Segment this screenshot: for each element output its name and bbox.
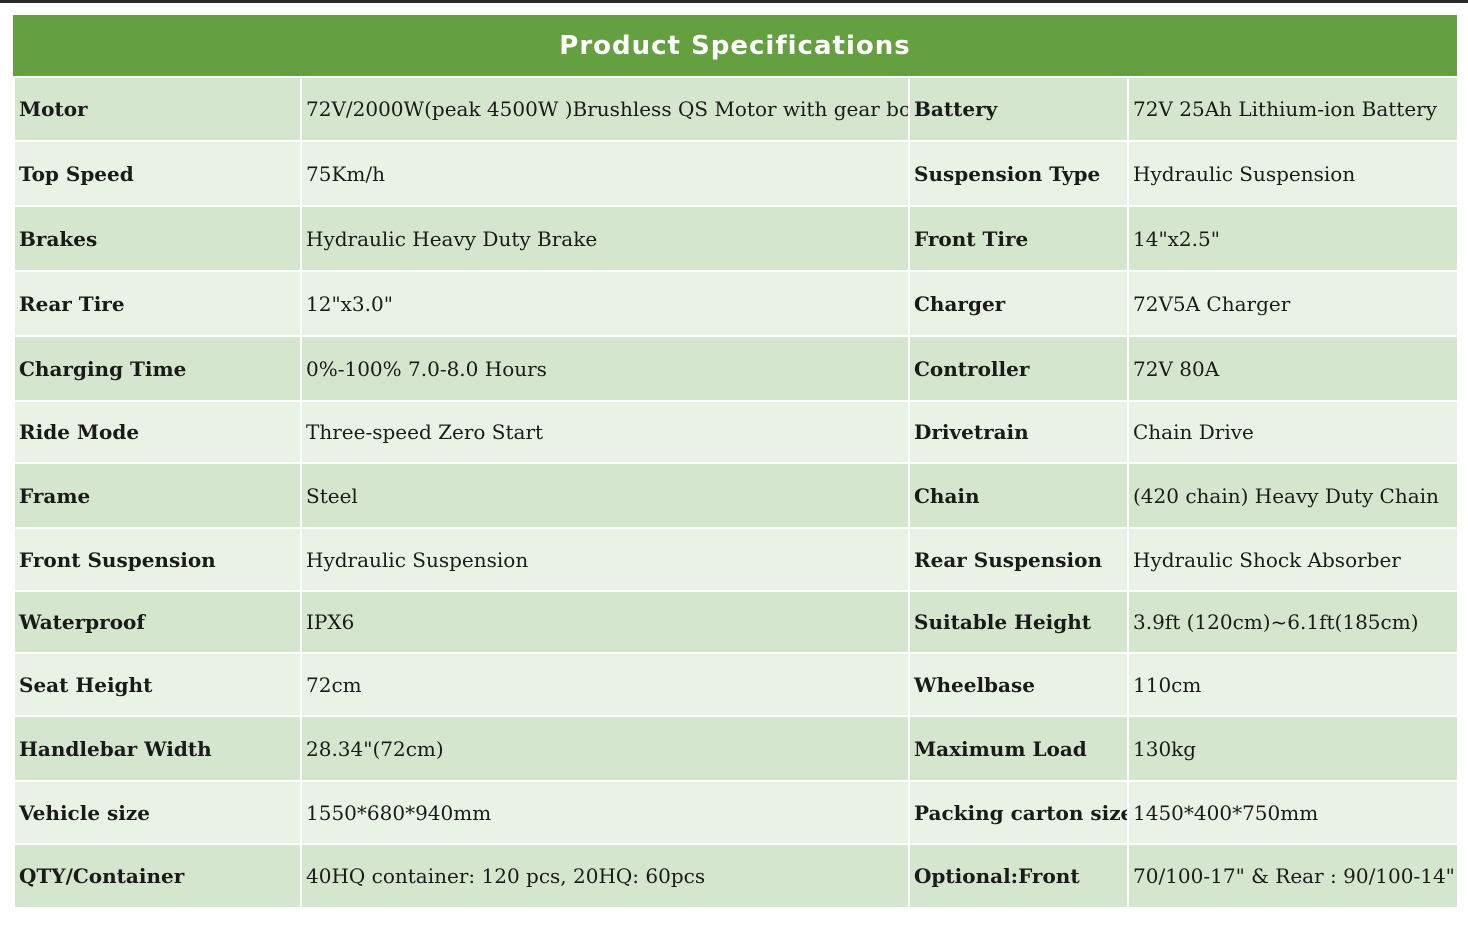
spec-table: Motor 72V/2000W(peak 4500W )Brushless QS… <box>13 76 1459 909</box>
spec-value: 40HQ container: 120 pcs, 20HQ: 60pcs <box>300 843 910 909</box>
table-row: Frame Steel Chain (420 chain) Heavy Duty… <box>13 462 1459 529</box>
table-row: Handlebar Width 28.34"(72cm) Maximum Loa… <box>13 715 1459 782</box>
spec-value: 72V 80A <box>1127 335 1459 402</box>
spec-value: 72V/2000W(peak 4500W )Brushless QS Motor… <box>300 76 910 142</box>
spec-value: 1550*680*940mm <box>300 780 910 845</box>
spec-value: 70/100-17" & Rear : 90/100-14" <box>1127 843 1459 909</box>
spec-label: Ride Mode <box>13 400 302 464</box>
spec-value: 28.34"(72cm) <box>300 715 910 782</box>
table-row: Waterproof IPX6 Suitable Height 3.9ft (1… <box>13 590 1459 654</box>
spec-sheet: Product Specifications Motor 72V/2000W(p… <box>13 15 1459 909</box>
spec-label: Optional:Front <box>908 843 1129 909</box>
spec-label: Front Tire <box>908 205 1129 272</box>
table-row: Vehicle size 1550*680*940mm Packing cart… <box>13 780 1459 845</box>
spec-value: Hydraulic Suspension <box>300 527 910 592</box>
spec-label: Wheelbase <box>908 652 1129 717</box>
spec-label: Suitable Height <box>908 590 1129 654</box>
spec-label: Vehicle size <box>13 780 302 845</box>
spec-value: Hydraulic Suspension <box>1127 140 1459 207</box>
spec-label: Drivetrain <box>908 400 1129 464</box>
table-row: Charging Time 0%-100% 7.0-8.0 Hours Cont… <box>13 335 1459 402</box>
spec-value: 1450*400*750mm <box>1127 780 1459 845</box>
spec-label: Motor <box>13 76 302 142</box>
table-row: Front Suspension Hydraulic Suspension Re… <box>13 527 1459 592</box>
spec-value: (420 chain) Heavy Duty Chain <box>1127 462 1459 529</box>
spec-value: 3.9ft (120cm)~6.1ft(185cm) <box>1127 590 1459 654</box>
spec-label: Battery <box>908 76 1129 142</box>
spec-value: 0%-100% 7.0-8.0 Hours <box>300 335 910 402</box>
spec-value: 72cm <box>300 652 910 717</box>
spec-value: 14"x2.5" <box>1127 205 1459 272</box>
spec-label: Rear Suspension <box>908 527 1129 592</box>
spec-label: Brakes <box>13 205 302 272</box>
spec-label: Waterproof <box>13 590 302 654</box>
spec-label: Chain <box>908 462 1129 529</box>
spec-label: Frame <box>13 462 302 529</box>
spec-label: Maximum Load <box>908 715 1129 782</box>
table-row: QTY/Container 40HQ container: 120 pcs, 2… <box>13 843 1459 909</box>
table-row: Top Speed 75Km/h Suspension Type Hydraul… <box>13 140 1459 207</box>
spec-label: QTY/Container <box>13 843 302 909</box>
spec-value: 12"x3.0" <box>300 270 910 337</box>
spec-label: Handlebar Width <box>13 715 302 782</box>
spec-value: IPX6 <box>300 590 910 654</box>
spec-label: Packing carton size <box>908 780 1129 845</box>
spec-label: Charger <box>908 270 1129 337</box>
table-row: Motor 72V/2000W(peak 4500W )Brushless QS… <box>13 76 1459 142</box>
spec-value: 72V 25Ah Lithium-ion Battery <box>1127 76 1459 142</box>
spec-value: 75Km/h <box>300 140 910 207</box>
spec-label: Rear Tire <box>13 270 302 337</box>
spec-label: Suspension Type <box>908 140 1129 207</box>
table-row: Rear Tire 12"x3.0" Charger 72V5A Charger <box>13 270 1459 337</box>
spec-label: Front Suspension <box>13 527 302 592</box>
top-rule <box>0 0 1468 3</box>
spec-label: Charging Time <box>13 335 302 402</box>
table-row: Ride Mode Three-speed Zero Start Drivetr… <box>13 400 1459 464</box>
spec-value: 130kg <box>1127 715 1459 782</box>
spec-value: Steel <box>300 462 910 529</box>
spec-value: Hydraulic Heavy Duty Brake <box>300 205 910 272</box>
spec-label: Controller <box>908 335 1129 402</box>
spec-value: 72V5A Charger <box>1127 270 1459 337</box>
table-row: Brakes Hydraulic Heavy Duty Brake Front … <box>13 205 1459 272</box>
spec-value: Hydraulic Shock Absorber <box>1127 527 1459 592</box>
table-row: Seat Height 72cm Wheelbase 110cm <box>13 652 1459 717</box>
spec-title: Product Specifications <box>13 15 1457 76</box>
spec-value: Chain Drive <box>1127 400 1459 464</box>
spec-label: Seat Height <box>13 652 302 717</box>
spec-value: 110cm <box>1127 652 1459 717</box>
spec-label: Top Speed <box>13 140 302 207</box>
spec-value: Three-speed Zero Start <box>300 400 910 464</box>
